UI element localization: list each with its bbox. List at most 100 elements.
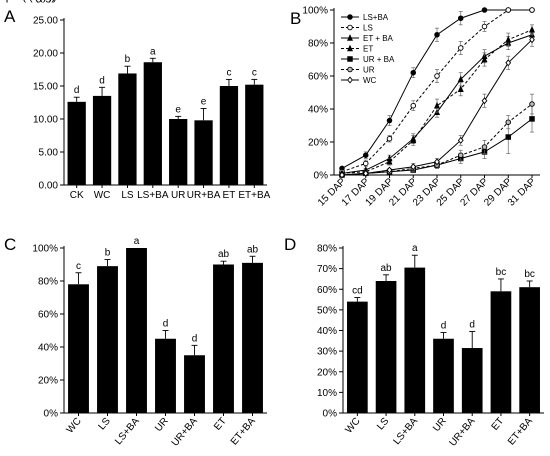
y-axis-label: Budbreak speed (%) [0, 0, 53, 3]
data-point [505, 35, 512, 43]
y-tick-label: 50% [317, 305, 337, 316]
x-tick-label: UR+BA [170, 416, 200, 449]
bar [68, 284, 89, 413]
significance-letter: a [134, 236, 140, 247]
significance-letter: d [192, 333, 198, 344]
significance-letter: ab [218, 249, 230, 260]
data-point [505, 7, 512, 13]
series-line [341, 29, 533, 174]
y-tick-label: 20.00 [33, 49, 58, 60]
significance-letter: d [74, 85, 80, 96]
legend-label: LS [363, 24, 373, 33]
legend-label: ET + BA [363, 34, 394, 43]
bar [490, 291, 512, 413]
y-tick-label: 60% [38, 310, 58, 321]
data-point [347, 34, 353, 41]
significance-letter: c [226, 67, 231, 78]
x-tick-label: WC [344, 416, 363, 436]
data-point [410, 136, 417, 144]
bar [242, 262, 263, 413]
x-tick-label: LS+BA [137, 190, 169, 201]
bar [67, 101, 86, 185]
data-point [457, 75, 464, 83]
panel-label: C [4, 235, 16, 254]
x-tick-label: LS [121, 190, 134, 201]
y-tick-label: 15.00 [33, 82, 58, 93]
data-point [347, 44, 353, 52]
data-point [434, 158, 440, 166]
bar [194, 120, 213, 185]
y-tick-label: 0.00 [39, 181, 59, 192]
x-tick-label: ET [490, 416, 507, 433]
significance-letter: ab [247, 244, 259, 255]
significance-letter: bc [524, 269, 535, 280]
data-point [347, 76, 353, 84]
data-point [410, 102, 417, 109]
data-point [386, 135, 393, 142]
x-tick-label: UR+BA [187, 190, 221, 201]
data-point [386, 117, 393, 124]
x-tick-label: CK [70, 190, 84, 201]
y-tick-label: 100% [302, 6, 328, 17]
series-line [341, 9, 532, 173]
legend-label: WC [363, 76, 377, 85]
data-point [434, 32, 440, 38]
data-point [434, 101, 440, 109]
data-point [339, 171, 345, 179]
bar [433, 338, 454, 413]
x-tick-label: UR [431, 416, 449, 434]
x-tick-label: LS [97, 416, 114, 433]
data-point [386, 157, 393, 165]
data-point [481, 55, 488, 63]
legend-label: UR + BA [363, 55, 395, 64]
significance-letter: b [125, 54, 131, 65]
bar [169, 119, 188, 185]
significance-letter: c [252, 67, 257, 78]
data-point [481, 23, 488, 30]
data-point [363, 160, 369, 167]
x-tick-label: ET+BA [238, 190, 270, 201]
significance-letter: d [163, 319, 169, 330]
x-tick-label: UR+BA [447, 416, 477, 449]
bar [245, 84, 264, 185]
data-point [347, 14, 353, 20]
y-tick-label: 25.00 [33, 16, 58, 27]
y-tick-label: 40% [38, 343, 58, 354]
y-axis-label: Budbreak rate (%) [0, 0, 47, 3]
significance-letter: a [412, 243, 418, 254]
y-tick-label: 20% [308, 138, 328, 149]
legend-label: ET [363, 45, 373, 54]
legend-label: LS+BA [363, 13, 389, 22]
significance-letter: d [469, 320, 475, 331]
bar [219, 86, 239, 185]
y-tick-label: 80% [317, 244, 337, 255]
x-tick-label: WC [94, 190, 111, 201]
y-tick-label: 10.00 [33, 115, 58, 126]
y-axis-label: Starch content (mg/g) [0, 0, 55, 3]
x-tick-label: ET [223, 190, 236, 201]
y-tick-label: 20% [317, 367, 337, 378]
significance-letter: b [105, 248, 111, 259]
significance-letter: bc [496, 267, 507, 278]
data-point [458, 45, 464, 51]
data-point [481, 144, 488, 150]
y-tick-label: 40% [317, 326, 337, 337]
y-tick-label: 40% [308, 105, 328, 116]
significance-letter: cd [352, 286, 363, 297]
bar [519, 287, 540, 413]
y-tick-label: 80% [38, 277, 58, 288]
y-tick-label: 60% [308, 72, 328, 83]
bar [404, 267, 426, 413]
data-point [434, 73, 440, 79]
x-tick-label: ET [212, 416, 229, 433]
significance-letter: e [201, 96, 207, 107]
data-point [410, 69, 417, 76]
x-tick-label: LS+BA [113, 416, 142, 447]
significance-letter: ab [381, 263, 393, 274]
y-tick-label: 0% [44, 409, 59, 420]
data-point [481, 7, 488, 13]
bar [92, 95, 112, 185]
data-point [347, 24, 353, 31]
significance-letter: c [76, 261, 81, 272]
significance-letter: d [99, 75, 105, 86]
